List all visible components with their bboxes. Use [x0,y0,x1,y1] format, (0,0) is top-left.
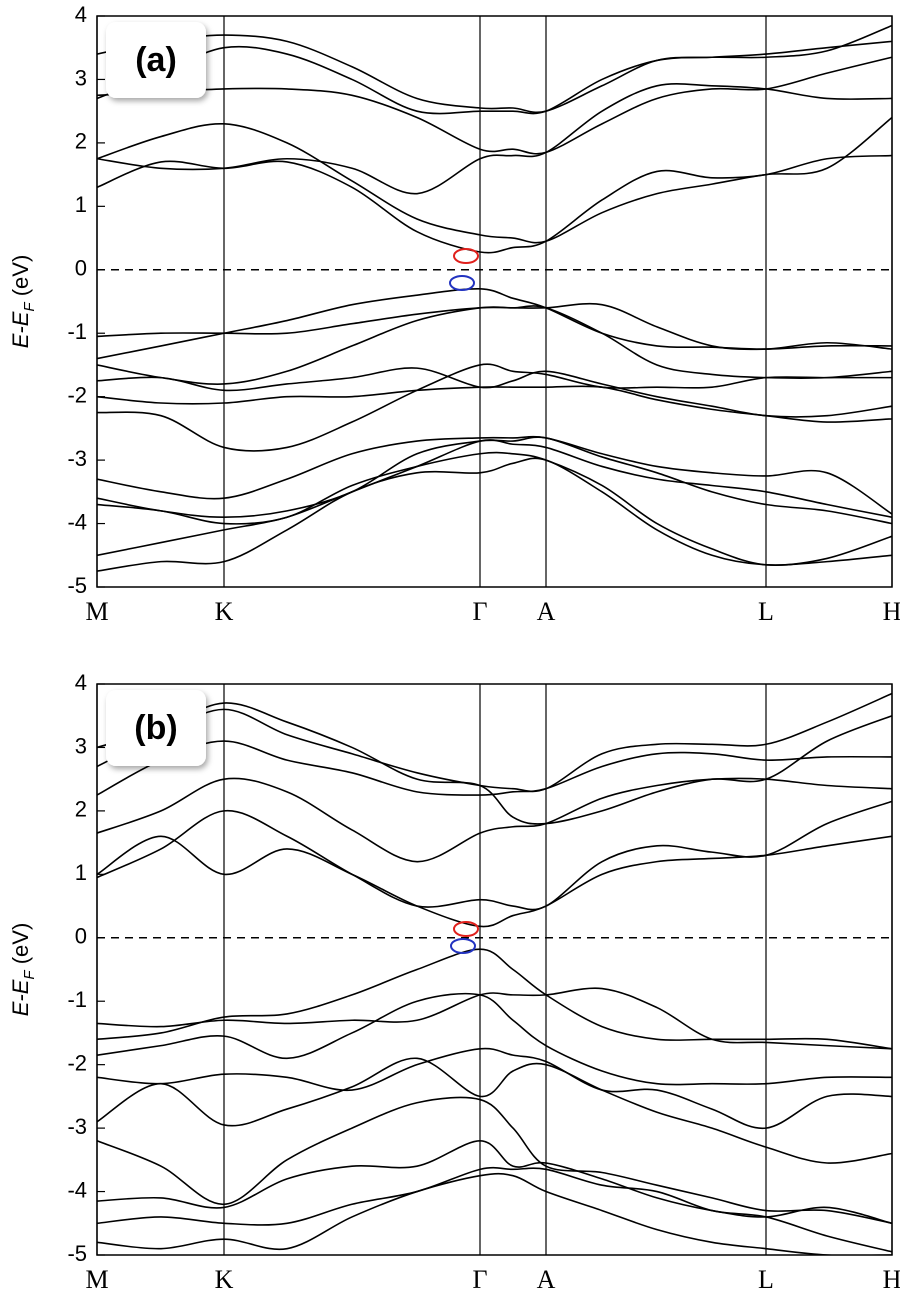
vbm-marker [449,275,475,291]
y-tick-label: -5 [67,1241,87,1266]
panel: M K Γ A L H 4 3 2 1 0 -1 -2 -3 -4 -5 E-EF (eV) (b) [8,670,900,1291]
band [97,835,892,928]
band [97,1057,892,1164]
panel-label: (a) [135,41,177,79]
y-label-part: E-E [8,979,33,1016]
y-label-sub: F [21,302,38,312]
y-label-part: (eV) [8,255,33,303]
band [97,692,892,793]
band [97,451,892,566]
cbm-marker [453,921,479,937]
y-tick-label: -3 [67,1114,87,1139]
band [97,1047,892,1129]
y-label-part: (eV) [8,923,33,971]
band [97,439,892,557]
band [97,800,892,911]
x-tick-label: L [758,1265,774,1291]
y-tick-label: 3 [75,733,87,758]
x-tick-label: A [537,1265,556,1291]
band [97,363,892,452]
y-tick-label: -3 [67,446,87,471]
y-axis-label: E-EF (eV) [8,923,38,1017]
y-tick-label: -1 [67,319,87,344]
y-tick-label: -2 [67,382,87,407]
y-tick-label: 1 [75,192,87,217]
y-axis-label: E-EF (eV) [8,255,38,349]
y-tick-label: 0 [75,924,87,949]
band [97,385,892,423]
y-label-part: E-E [8,311,33,348]
band [97,367,892,418]
band [97,987,892,1050]
y-tick-label: 4 [75,2,87,27]
y-tick-label: 2 [75,129,87,154]
y-tick-label: 1 [75,860,87,885]
band [97,154,892,254]
band [97,992,892,1086]
band [97,82,892,195]
bands [97,24,892,572]
x-tick-label: L [758,597,774,626]
y-tick-label: -4 [67,509,87,534]
y-tick-label: -5 [67,573,87,598]
y-tick-label: -2 [67,1050,87,1075]
band [97,24,892,115]
x-tick-label: M [85,597,108,626]
x-tick-label: A [537,597,556,626]
x-tick-label: K [215,597,234,626]
band [97,457,892,572]
band [97,1139,892,1225]
band [97,435,892,515]
panel-label-box [106,690,206,766]
x-tick-label: Γ [472,1265,487,1291]
band [97,1172,892,1255]
band [97,1096,892,1225]
plot-frame [96,683,893,1256]
x-tick-label: K [215,1265,234,1291]
cbm-marker [453,248,479,264]
y-tick-label: 2 [75,797,87,822]
band [97,1166,892,1253]
panel-label: (b) [134,709,177,747]
panel-label-box [106,22,206,98]
band [97,305,892,385]
x-tick-label: M [85,1265,108,1291]
band [97,56,892,155]
plot-frame [96,15,893,588]
y-label-sub: F [21,970,38,980]
bands [97,692,892,1255]
band [97,740,892,796]
band [97,702,892,825]
y-tick-label: -1 [67,987,87,1012]
band [97,116,892,244]
y-tick-label: 4 [75,670,87,695]
y-tick-label: 0 [75,256,87,281]
x-tick-label: H [883,597,900,626]
x-tick-label: Γ [472,597,487,626]
y-tick-label: -4 [67,1177,87,1202]
band [97,302,892,351]
y-tick-label: 3 [75,65,87,90]
vbm-marker [450,938,476,954]
band [97,34,892,114]
band [97,436,892,525]
panel: M K Γ A L H 4 3 2 1 0 -1 -2 -3 -4 -5 E-EF (eV) (a) [8,2,900,626]
band [97,777,892,863]
band [97,948,892,1050]
x-tick-label: H [883,1265,900,1291]
